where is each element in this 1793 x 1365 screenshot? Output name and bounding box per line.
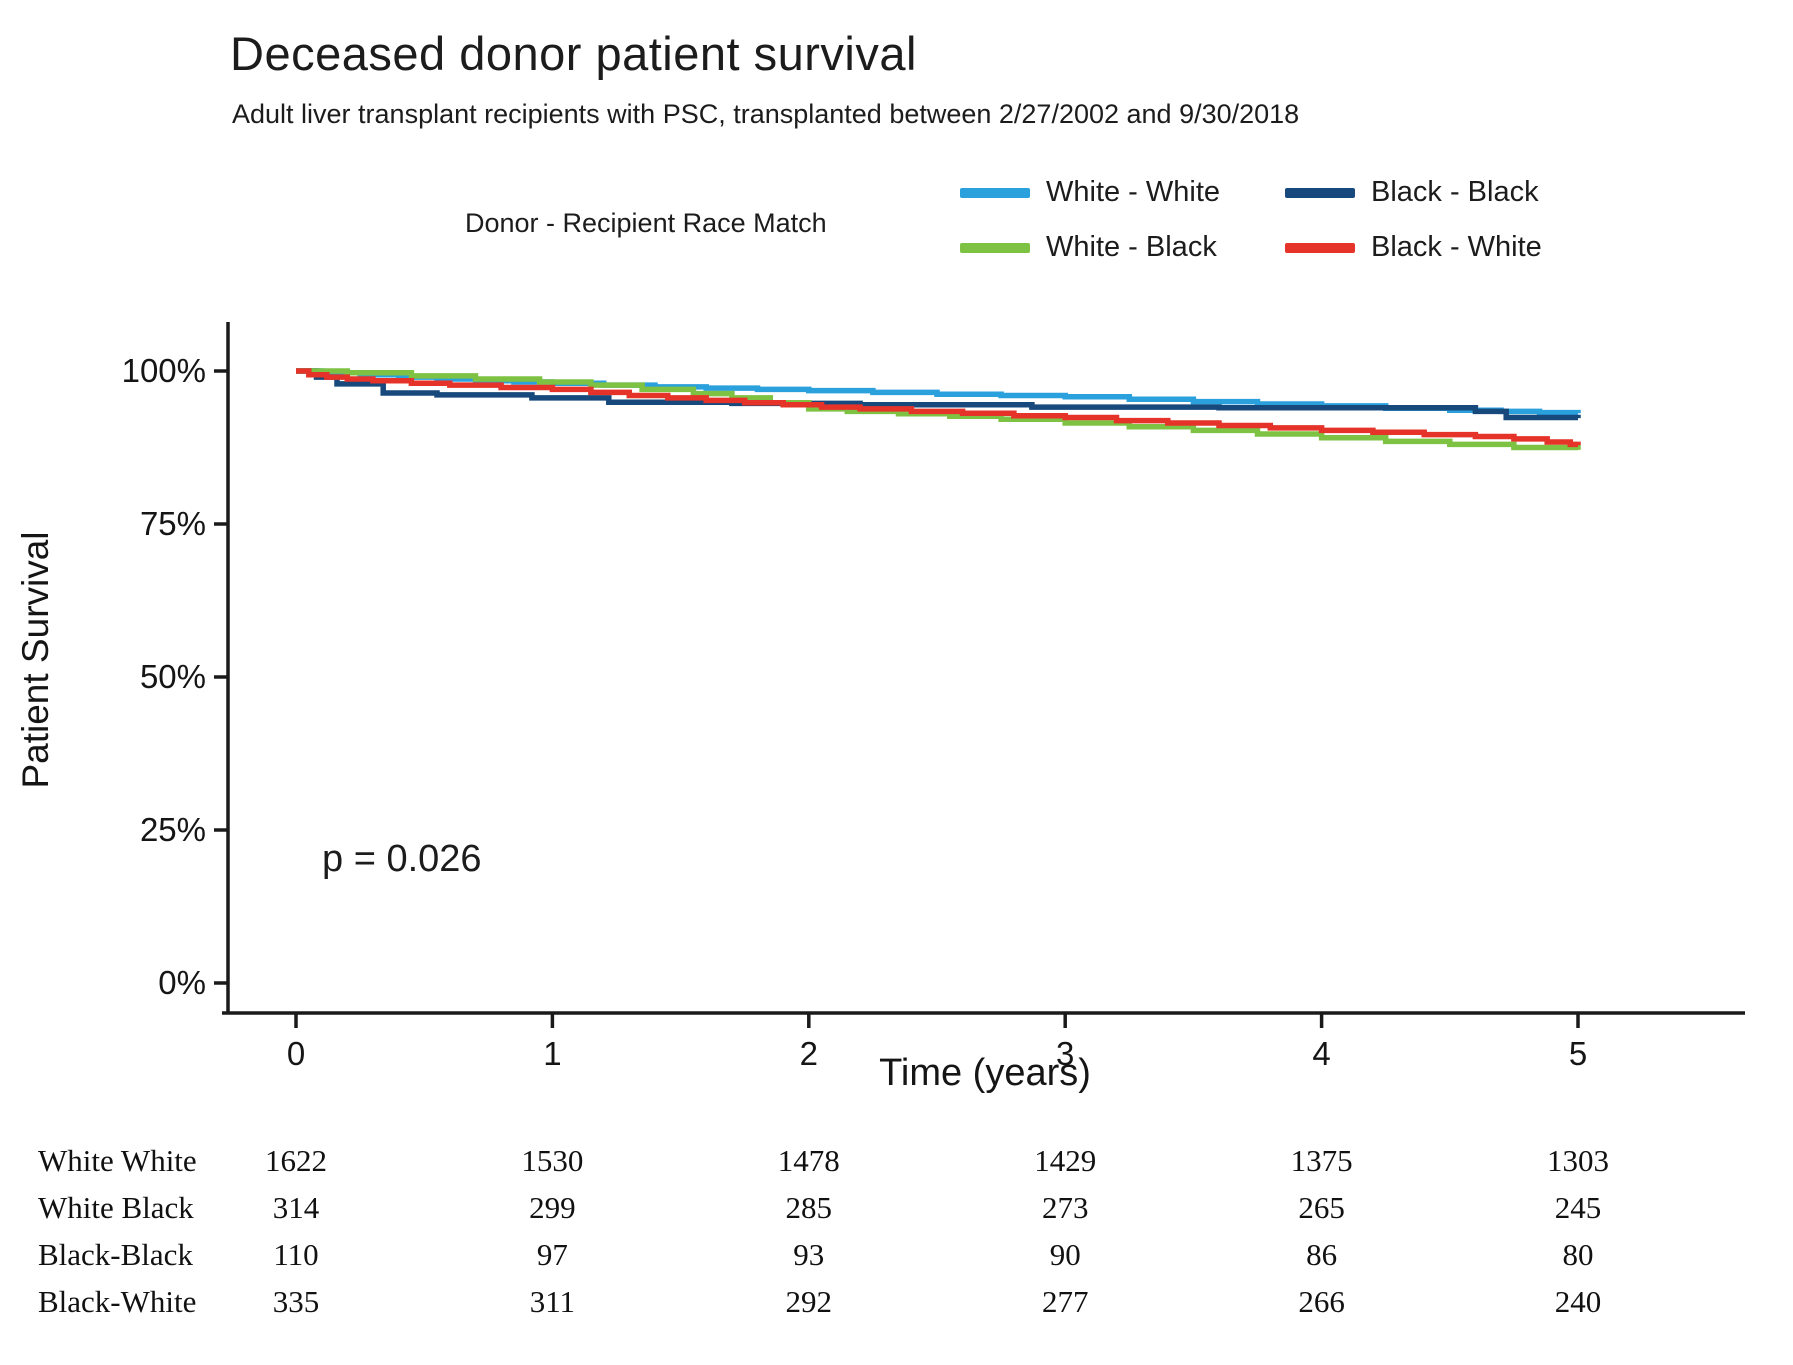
legend-key-black-white — [1285, 242, 1355, 253]
legend-label: White - White — [1046, 176, 1221, 208]
legend-label: White - Black — [1046, 231, 1217, 263]
risk-count: 273 — [1041, 1190, 1089, 1225]
risk-row-label: Black-White — [38, 1284, 197, 1319]
legend-key-black-black — [1285, 187, 1355, 198]
risk-count: 1429 — [1034, 1143, 1097, 1178]
risk-count: 277 — [1041, 1284, 1089, 1319]
y-tick-label: 75% — [139, 505, 206, 542]
risk-count: 1622 — [265, 1143, 327, 1178]
x-tick-label: 0 — [286, 1035, 306, 1072]
risk-count: 245 — [1554, 1190, 1602, 1225]
risk-row-label: White White — [38, 1143, 197, 1178]
x-axis-title: Time (years) — [879, 1052, 1091, 1094]
risk-count: 80 — [1562, 1237, 1594, 1272]
risk-count: 90 — [1049, 1237, 1081, 1272]
legend-item-white-white: White - White — [960, 176, 1285, 209]
legend-item-black-black: Black - Black — [1285, 176, 1542, 209]
risk-count: 1530 — [521, 1143, 584, 1178]
x-tick-label: 1 — [543, 1035, 562, 1072]
y-tick-label: 50% — [139, 658, 206, 695]
risk-count: 1375 — [1290, 1143, 1353, 1178]
risk-count: 97 — [536, 1237, 568, 1272]
p-value-annotation: p = 0.026 — [322, 838, 482, 880]
legend-item-black-white: Black - White — [1285, 231, 1542, 264]
legend-label: Black - White — [1371, 231, 1542, 263]
x-tick-label: 2 — [799, 1035, 818, 1072]
x-tick-label: 4 — [1312, 1035, 1331, 1072]
risk-count: 285 — [785, 1190, 833, 1225]
x-tick-label: 3 — [1056, 1035, 1075, 1072]
risk-count: 335 — [272, 1284, 320, 1319]
risk-count: 110 — [273, 1237, 319, 1272]
risk-row-label: Black-Black — [38, 1237, 193, 1272]
legend-title: Donor - Recipient Race Match — [465, 208, 827, 238]
y-tick-label: 25% — [139, 811, 206, 848]
legend-label: Black - Black — [1371, 176, 1539, 208]
risk-count: 265 — [1298, 1190, 1345, 1225]
risk-count: 1478 — [777, 1143, 840, 1178]
risk-count: 266 — [1298, 1284, 1345, 1319]
legend-key-white-black — [960, 242, 1030, 253]
risk-count: 86 — [1306, 1237, 1338, 1272]
risk-count: 240 — [1554, 1284, 1602, 1319]
km-curve-black-white — [296, 368, 1581, 448]
risk-count: 299 — [529, 1190, 576, 1225]
risk-count: 292 — [785, 1284, 833, 1319]
page-subtitle: Adult liver transplant recipients with P… — [232, 99, 1300, 129]
y-axis-title: Patient Survival — [15, 531, 56, 789]
risk-row-label: White Black — [38, 1190, 194, 1225]
risk-count: 314 — [272, 1190, 320, 1225]
page-title: Deceased donor patient survival — [230, 27, 917, 80]
legend: White - White Black - Black White - Black B… — [960, 176, 1542, 264]
risk-count: 311 — [529, 1284, 576, 1319]
x-tick-label: 5 — [1568, 1035, 1588, 1072]
y-tick-label: 0% — [158, 964, 206, 1001]
legend-key-white-white — [960, 187, 1030, 198]
legend-item-white-black: White - Black — [960, 231, 1285, 264]
risk-count: 93 — [793, 1237, 825, 1272]
risk-count: 1303 — [1547, 1143, 1609, 1178]
y-tick-label: 100% — [121, 352, 206, 389]
